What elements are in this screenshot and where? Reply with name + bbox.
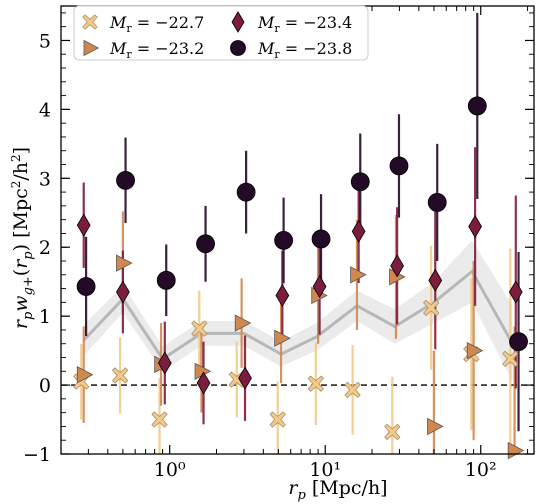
x-tick-label: 10¹ bbox=[309, 459, 341, 481]
point-s3-2 bbox=[156, 270, 176, 290]
point-s1-7 bbox=[350, 266, 367, 284]
errorbar-layer bbox=[80, 12, 520, 454]
point-s3-0 bbox=[76, 277, 96, 296]
point-s2-8 bbox=[390, 254, 405, 278]
point-s2-11 bbox=[508, 280, 523, 304]
legend: Mr = −22.7 Mr = −23.2 Mr = −23.4 Mr = −23.8 bbox=[73, 5, 369, 61]
point-s1-9 bbox=[427, 417, 444, 436]
legend-marker-2 bbox=[231, 11, 245, 33]
y-tick-label: 5 bbox=[39, 30, 51, 52]
y-axis-label: rpwg+(rp) [Mpc2/h2] bbox=[9, 147, 36, 329]
point-s0-8 bbox=[384, 423, 401, 441]
model-band-layer bbox=[82, 240, 514, 382]
point-s0-7 bbox=[344, 381, 361, 399]
y-tick-label: −1 bbox=[23, 444, 51, 466]
point-s0-6 bbox=[307, 375, 324, 392]
point-s3-5 bbox=[274, 230, 294, 250]
point-s2-7 bbox=[351, 219, 366, 243]
y-tick-label: 1 bbox=[39, 306, 51, 328]
y-tick-label: 0 bbox=[39, 375, 51, 397]
point-s1-10 bbox=[466, 341, 484, 360]
legend-entries: Mr = −22.7 Mr = −23.2 Mr = −23.4 Mr = −23.8 bbox=[82, 11, 352, 61]
y-tick-label: 4 bbox=[39, 99, 51, 121]
point-s3-7 bbox=[350, 172, 370, 192]
point-s0-1 bbox=[111, 367, 129, 384]
point-s2-0 bbox=[76, 213, 91, 237]
point-s2-4 bbox=[238, 366, 252, 390]
point-s0-11 bbox=[502, 350, 519, 368]
point-s3-9 bbox=[427, 193, 447, 212]
point-s1-1 bbox=[116, 254, 133, 272]
point-s2-10 bbox=[468, 214, 482, 239]
model-band-line bbox=[82, 269, 514, 361]
plot-frame bbox=[60, 5, 535, 455]
point-s3-4 bbox=[236, 182, 256, 202]
y-tick-label: 2 bbox=[39, 237, 51, 259]
marker-layer bbox=[73, 96, 528, 460]
legend-marker-1 bbox=[83, 39, 100, 57]
point-s1-4 bbox=[234, 314, 252, 332]
point-s1-11 bbox=[507, 441, 525, 460]
point-s2-9 bbox=[428, 268, 443, 292]
point-s1-0 bbox=[76, 366, 94, 384]
x-tick-label: 10² bbox=[465, 459, 497, 481]
model-band-fill bbox=[83, 240, 513, 382]
tick-label-layer: 10⁰ 10¹ 10² −1 0 1 2 3 4 5 bbox=[23, 30, 497, 481]
point-s2-5 bbox=[275, 283, 290, 308]
legend-label-1: Mr = −23.2 bbox=[109, 39, 204, 61]
point-s0-9 bbox=[423, 299, 440, 317]
point-s0-3 bbox=[191, 320, 208, 337]
point-s2-2 bbox=[157, 351, 172, 375]
point-s3-1 bbox=[116, 170, 135, 190]
point-s2-1 bbox=[116, 280, 130, 304]
point-s3-8 bbox=[389, 156, 409, 176]
legend-frame bbox=[73, 5, 369, 61]
legend-marker-0 bbox=[82, 14, 98, 30]
x-axis-label: rp [Mpc/h] bbox=[288, 477, 387, 503]
point-s3-10 bbox=[467, 96, 487, 116]
point-s3-3 bbox=[196, 234, 215, 254]
point-s1-5 bbox=[274, 329, 291, 347]
legend-label-0: Mr = −22.7 bbox=[109, 13, 204, 35]
x-tick-label: 10⁰ bbox=[154, 459, 186, 481]
point-s3-11 bbox=[509, 332, 528, 352]
point-s2-3 bbox=[196, 371, 211, 395]
point-s2-6 bbox=[312, 274, 327, 299]
y-tick-label: 3 bbox=[39, 168, 51, 190]
legend-label-3: Mr = −23.8 bbox=[257, 39, 352, 61]
point-s3-6 bbox=[311, 229, 331, 249]
axes-layer bbox=[60, 5, 535, 455]
legend-label-2: Mr = −23.4 bbox=[257, 13, 352, 35]
legend-marker-3 bbox=[230, 40, 246, 56]
point-s0-2 bbox=[151, 411, 168, 428]
svg-text:rpwg+(rp) [Mpc2/h2]: rpwg+(rp) [Mpc2/h2] bbox=[9, 147, 36, 329]
point-s0-5 bbox=[269, 411, 286, 428]
